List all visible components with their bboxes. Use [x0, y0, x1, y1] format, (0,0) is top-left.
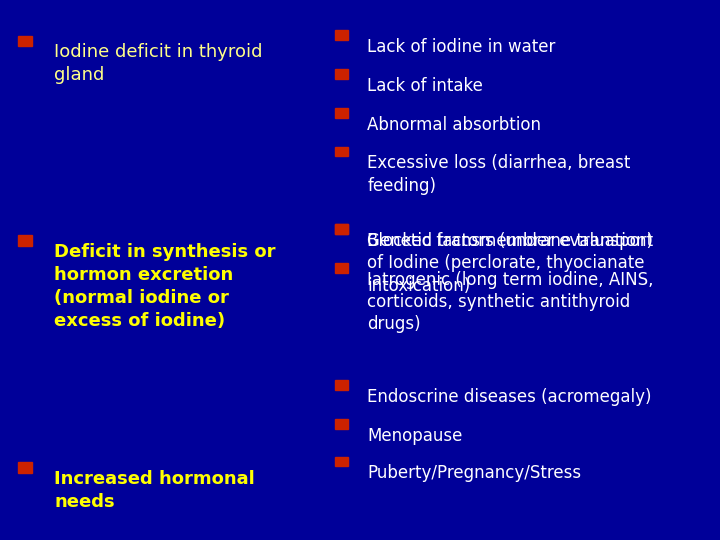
Text: Increased hormonal
needs: Increased hormonal needs [54, 470, 255, 511]
Bar [335, 419, 348, 429]
Text: Lack of iodine in water: Lack of iodine in water [367, 38, 556, 56]
Bar [335, 30, 348, 40]
Bar [335, 457, 348, 467]
Text: Iatrogenic (long term iodine, AINS,
corticoids, synthetic antithyroid
drugs): Iatrogenic (long term iodine, AINS, cort… [367, 271, 654, 334]
Text: Iodine deficit in thyroid
gland: Iodine deficit in thyroid gland [54, 43, 263, 84]
Text: Deficit in synthesis or
hormon excretion
(normal iodine or
excess of iodine): Deficit in synthesis or hormon excretion… [54, 243, 276, 330]
Text: Abnormal absorbtion: Abnormal absorbtion [367, 116, 541, 133]
Bar [335, 69, 348, 79]
Text: Lack of intake: Lack of intake [367, 77, 483, 94]
Bar [18, 36, 32, 46]
Bar [335, 108, 348, 118]
Text: Excessive loss (diarrhea, breast
feeding): Excessive loss (diarrhea, breast feeding… [367, 154, 631, 194]
Bar [18, 462, 32, 473]
Text: Menopause: Menopause [367, 427, 462, 444]
Bar [18, 235, 32, 246]
Bar [335, 225, 348, 234]
Text: Blocked transmembrane transport
of Iodine (perclorate, thyocianate
intoxication): Blocked transmembrane transport of Iodin… [367, 232, 653, 295]
Bar [335, 264, 348, 273]
Bar [335, 380, 348, 390]
Bar [335, 147, 348, 157]
Text: Genetic factors (under evaluation): Genetic factors (under evaluation) [367, 232, 653, 250]
Bar [335, 225, 348, 234]
Text: Endoscrine diseases (acromegaly): Endoscrine diseases (acromegaly) [367, 388, 652, 406]
Text: Puberty/Pregnancy/Stress: Puberty/Pregnancy/Stress [367, 464, 581, 482]
